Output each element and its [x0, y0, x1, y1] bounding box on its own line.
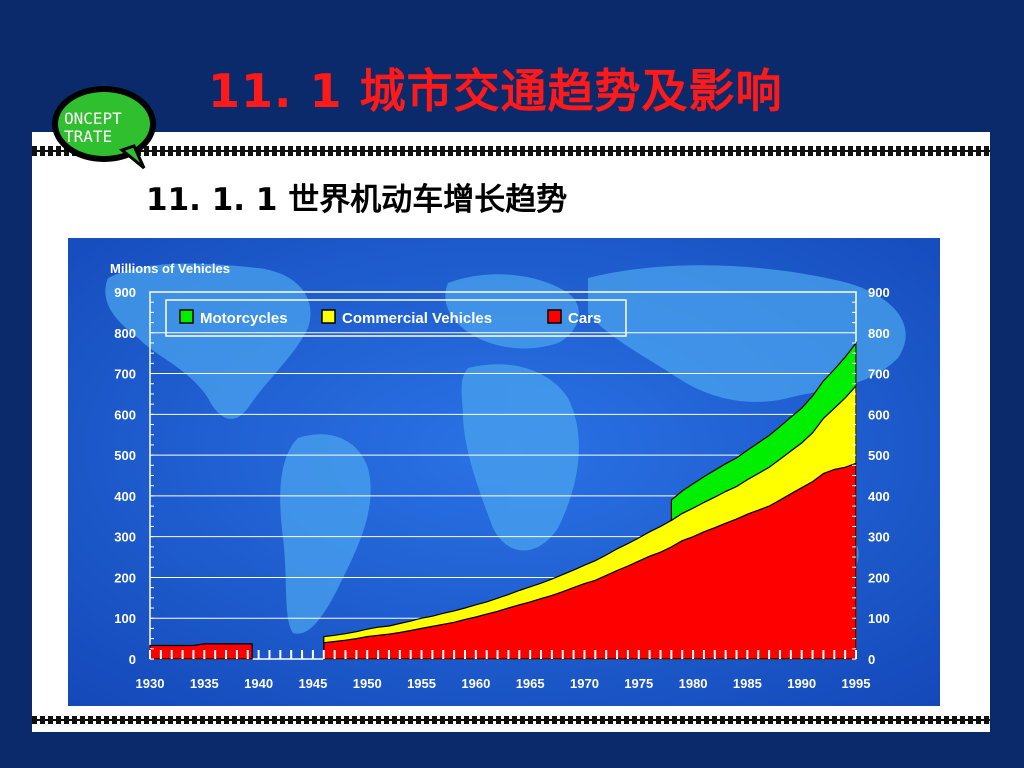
y-tick-label-left: 700: [114, 367, 136, 382]
vehicle-growth-chart: 0 0 100 100 200 200 300 300 400 400 500 500 600 600 70…: [68, 238, 940, 706]
y-tick-label-right: 0: [868, 652, 875, 667]
slide-subtitle: 11. 1. 1 世界机动车增长趋势: [146, 182, 568, 218]
legend-label: Motorcycles: [200, 310, 288, 327]
y-tick-label-right: 200: [868, 570, 890, 585]
x-tick-label: 1930: [136, 676, 165, 691]
x-tick-label: 1975: [624, 676, 653, 691]
logo-text-bottom: TRATE: [64, 127, 112, 146]
y-tick-label-right: 500: [868, 448, 890, 463]
y-tick-label-right: 300: [868, 530, 890, 545]
logo-text-top: ONCEPT: [64, 109, 122, 128]
y-tick-label-left: 800: [114, 326, 136, 341]
x-tick-label: 1950: [353, 676, 382, 691]
y-tick-label-left: 300: [114, 530, 136, 545]
y-tick-label-left: 600: [114, 407, 136, 422]
y-axis-label: Millions of Vehicles: [110, 261, 230, 276]
bottom-bar: [32, 732, 992, 768]
legend-swatch: [321, 309, 336, 324]
legend-swatch: [179, 309, 194, 324]
x-tick-label: 1935: [190, 676, 219, 691]
y-tick-label-right: 700: [868, 367, 890, 382]
series-area-commercial-vehicles: [323, 384, 857, 644]
y-tick-label-right: 400: [868, 489, 890, 504]
x-tick-label: 1980: [679, 676, 708, 691]
y-tick-label-left: 500: [114, 448, 136, 463]
x-tick-label: 1940: [244, 676, 273, 691]
bottom-chain-divider: [32, 716, 990, 724]
top-chain-divider: [32, 146, 990, 156]
slide-title: 11. 1 城市交通趋势及影响: [208, 64, 783, 118]
y-tick-label-right: 800: [868, 326, 890, 341]
x-tick-label: 1965: [516, 676, 545, 691]
y-tick-label-left: 900: [114, 285, 136, 300]
y-tick-label-left: 200: [114, 570, 136, 585]
x-tick-label: 1945: [298, 676, 327, 691]
series-area-motorcycles: [670, 341, 857, 522]
legend-label: Cars: [568, 310, 601, 327]
x-tick-label: 1990: [787, 676, 816, 691]
y-tick-label-left: 100: [114, 611, 136, 626]
chart-legend: Motorcycles Commercial Vehicles Cars: [165, 299, 627, 337]
chart-labels: 0 0 100 100 200 200 300 300 400 400 500 500 600 600 70…: [114, 285, 889, 691]
y-tick-label-right: 600: [868, 407, 890, 422]
legend-swatch: [547, 309, 562, 324]
y-tick-label-left: 400: [114, 489, 136, 504]
x-tick-label: 1955: [407, 676, 436, 691]
legend-label: Commercial Vehicles: [342, 310, 492, 327]
chart-ticks: [149, 291, 857, 660]
y-tick-label-right: 100: [868, 611, 890, 626]
x-tick-label: 1995: [842, 676, 871, 691]
legend-box: [165, 299, 627, 337]
x-tick-label: 1970: [570, 676, 599, 691]
y-tick-label-left: 0: [129, 652, 136, 667]
x-tick-label: 1985: [733, 676, 762, 691]
y-tick-label-right: 900: [868, 285, 890, 300]
x-tick-label: 1960: [461, 676, 490, 691]
concept-strategy-logo: ONCEPT TRATE: [50, 84, 158, 170]
